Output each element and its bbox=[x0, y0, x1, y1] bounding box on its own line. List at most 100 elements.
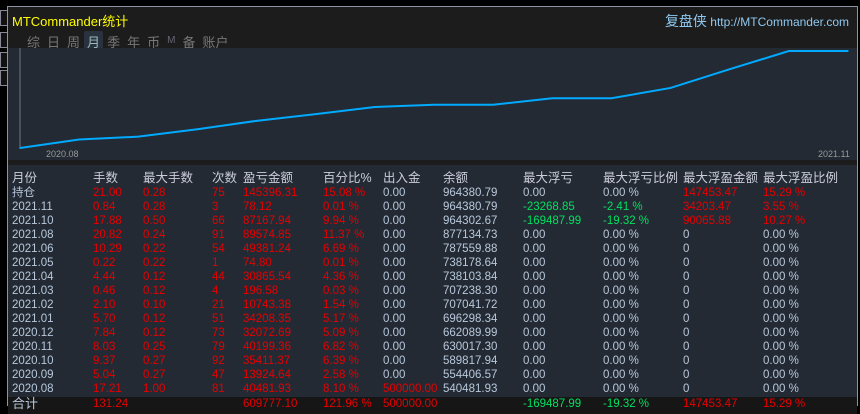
balance-point bbox=[19, 147, 21, 149]
cell-6: 0.00 bbox=[383, 215, 406, 227]
tab-1[interactable]: 日 bbox=[47, 35, 61, 50]
cell-3: 92 bbox=[212, 355, 225, 367]
cell-5: 9.94 % bbox=[323, 215, 359, 227]
cell-3: 3 bbox=[212, 201, 219, 213]
cell-8: 0.00 bbox=[523, 327, 546, 339]
cell-7: 554406.57 bbox=[443, 369, 498, 381]
cell-5: 6.82 % bbox=[323, 341, 359, 353]
cell-2: 0.50 bbox=[143, 215, 166, 227]
tab-8[interactable]: 备 bbox=[182, 35, 196, 50]
cell-6: 0.00 bbox=[383, 369, 406, 381]
x-tick-start: 2020.08 bbox=[46, 149, 79, 159]
cell-3: 次数 bbox=[212, 171, 238, 185]
cell-10: 0 bbox=[683, 257, 690, 269]
cell-8: 0.00 bbox=[523, 271, 546, 283]
cell-8: -169487.99 bbox=[523, 215, 582, 227]
cell-0: 2020.09 bbox=[12, 369, 54, 381]
tab-2[interactable]: 周 bbox=[67, 35, 81, 50]
cell-2: 0.12 bbox=[143, 271, 166, 283]
cell-2: 最大手数 bbox=[143, 171, 194, 185]
cell-4: 145396.31 bbox=[243, 187, 298, 199]
site-url[interactable]: http://MTCommander.com bbox=[710, 15, 849, 29]
cell-11: 0.00 % bbox=[763, 369, 799, 381]
cell-3: 1 bbox=[212, 257, 219, 269]
brand-link[interactable]: 复盘侠 http://MTCommander.com bbox=[665, 11, 849, 31]
period-tabs: 综日周月季年币 M 备账户 bbox=[24, 31, 232, 52]
cell-0: 2020.11 bbox=[12, 341, 53, 353]
cell-10: 0 bbox=[683, 243, 690, 255]
cell-10: 0 bbox=[683, 299, 690, 311]
table-row: 2021.03 0.46 0.12 4 196.58 0.03 % 0.00 707238.3… bbox=[8, 284, 857, 298]
balance-point bbox=[610, 97, 613, 100]
cell-7: 707238.30 bbox=[443, 285, 498, 297]
cell-11: 0.00 % bbox=[763, 299, 799, 311]
cell-2: 0.27 bbox=[143, 355, 166, 367]
cell-7: 964302.67 bbox=[443, 215, 498, 227]
cell-10: 34203.47 bbox=[683, 201, 731, 213]
cell-2: 1.00 bbox=[143, 383, 166, 395]
cell-4: 盈亏金额 bbox=[243, 171, 294, 185]
cell-9: -2.41 % bbox=[603, 201, 643, 213]
cell-7: 787559.88 bbox=[443, 243, 498, 255]
cell-9: 0.00 % bbox=[603, 243, 639, 255]
tab-5[interactable]: 年 bbox=[127, 35, 141, 50]
cell-9: 0.00 % bbox=[603, 355, 639, 367]
balance-point bbox=[847, 50, 849, 52]
cell-2: 0.28 bbox=[143, 201, 166, 213]
cell-10: 0 bbox=[683, 229, 690, 241]
tab-0[interactable]: 综 bbox=[27, 35, 41, 50]
cell-8: 0.00 bbox=[523, 187, 546, 199]
cell-4: 74.80 bbox=[243, 257, 272, 269]
tab-7[interactable]: M bbox=[167, 35, 176, 46]
cell-3: 66 bbox=[212, 215, 225, 227]
cell-2: 0.27 bbox=[143, 369, 166, 381]
cell-11: 0.00 % bbox=[763, 313, 799, 325]
cell-5: 0.01 % bbox=[323, 201, 359, 213]
cell-11: 15.29 % bbox=[763, 187, 806, 199]
cell-5: 0.03 % bbox=[323, 285, 359, 297]
cell-4: 49381.24 bbox=[243, 243, 291, 255]
tab-4[interactable]: 季 bbox=[107, 35, 121, 50]
cell-7: 877134.73 bbox=[443, 229, 498, 241]
cell-1: 17.88 bbox=[93, 215, 122, 227]
cell-5: 百分比% bbox=[323, 171, 372, 185]
balance-line bbox=[19, 50, 849, 149]
cell-0: 2020.12 bbox=[12, 327, 54, 339]
balance-point bbox=[314, 113, 317, 115]
tab-9[interactable]: 账户 bbox=[202, 35, 229, 50]
cell-4: 40481.93 bbox=[243, 383, 291, 395]
cell-5: 1.54 % bbox=[323, 299, 359, 311]
cell-9: -19.32 % bbox=[603, 398, 650, 410]
cell-3: 44 bbox=[212, 271, 225, 283]
cell-8: 0.00 bbox=[523, 341, 546, 353]
cell-7: 738178.64 bbox=[443, 257, 498, 269]
cell-6: 0.00 bbox=[383, 355, 406, 367]
cell-1: 0.84 bbox=[93, 201, 116, 213]
window-title: MTCommander统计 bbox=[12, 14, 129, 29]
cell-11: 0.00 % bbox=[763, 271, 799, 283]
cell-11: 10.27 % bbox=[763, 215, 806, 227]
table-row: 2021.01 5.70 0.12 51 34208.35 5.17 % 0.00 69629… bbox=[8, 312, 857, 326]
cell-7: 540481.93 bbox=[443, 383, 498, 395]
tab-3[interactable]: 月 bbox=[84, 31, 104, 52]
cell-6: 出入金 bbox=[383, 171, 421, 185]
cell-5: 121.96 % bbox=[323, 398, 372, 410]
cell-0: 2021.02 bbox=[12, 299, 54, 311]
cell-4: 87167.94 bbox=[243, 215, 291, 227]
tab-6[interactable]: 币 bbox=[147, 35, 161, 50]
cell-5: 11.37 % bbox=[323, 229, 365, 241]
cell-10: 0 bbox=[683, 313, 690, 325]
cell-2: 0.22 bbox=[143, 243, 166, 255]
stats-window: MTCommander统计 复盘侠 http://MTCommander.com… bbox=[7, 6, 858, 414]
table-header: 月份 手数 最大手数 次数 盈亏金额 百分比% 出入金 余额 最大浮亏 最大浮亏比例 最大浮盈金额最… bbox=[8, 171, 857, 185]
cell-6: 500000.00 bbox=[383, 383, 438, 395]
cell-11: 0.00 % bbox=[763, 341, 799, 353]
cell-1: 0.46 bbox=[93, 285, 116, 297]
table-row: 2021.11 0.84 0.28 3 78.12 0.01 % 0.00 964380.79… bbox=[8, 200, 857, 214]
cell-5: 4.36 % bbox=[323, 271, 359, 283]
cell-8: 最大浮亏 bbox=[523, 171, 574, 185]
cell-3: 73 bbox=[212, 327, 225, 339]
table-row: 2020.11 8.03 0.25 79 40199.36 6.82 % 0.00 63001… bbox=[8, 340, 857, 354]
cell-0: 2021.03 bbox=[12, 285, 54, 297]
table-total-row: 合计 131.24 609777.10 121.96 % 500000.00 -16948… bbox=[8, 397, 857, 414]
